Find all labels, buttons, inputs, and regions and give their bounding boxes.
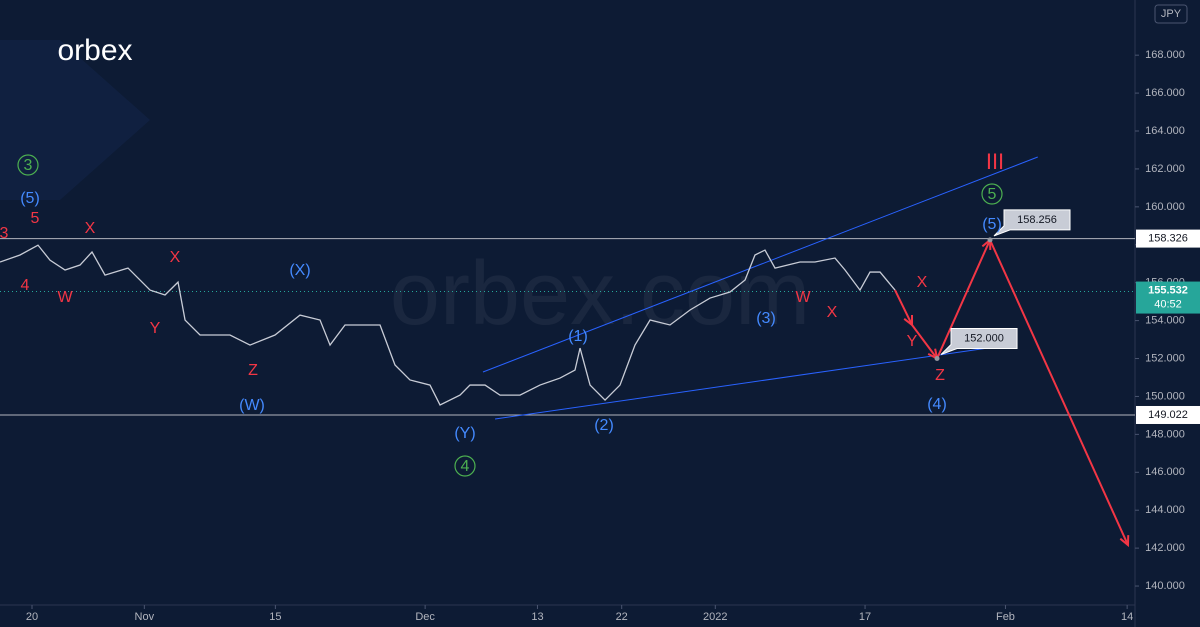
price-line: [0, 244, 896, 406]
wave-circle: [454, 455, 476, 477]
wave-label: 3: [24, 157, 33, 174]
y-tick-label: 140.000: [1145, 580, 1185, 592]
x-tick-label: 14: [1121, 611, 1133, 623]
wave-label: (W): [239, 397, 265, 414]
wave-circle: [17, 154, 39, 176]
target-callout: [940, 328, 1018, 355]
wave-circle: [981, 183, 1003, 205]
y-tick-label: 166.000: [1145, 87, 1185, 99]
y-tick-label: 142.000: [1145, 542, 1185, 554]
wave-label: (X): [289, 262, 310, 279]
y-tick-label: 154.000: [1145, 315, 1185, 327]
wave-label: X: [827, 304, 838, 321]
y-tick-label: 160.000: [1145, 201, 1185, 213]
y-tick-label: 162.000: [1145, 163, 1185, 175]
current-badge: [1136, 281, 1200, 314]
level-badge: [1136, 229, 1200, 248]
x-tick-label: Feb: [996, 611, 1015, 623]
x-tick-label: Dec: [415, 611, 435, 623]
y-tick-label: 164.000: [1145, 125, 1185, 137]
target-label: 158.256: [1017, 214, 1057, 226]
logo-shape: [0, 40, 150, 200]
wave-label: (5): [20, 190, 40, 207]
wave-label: X: [170, 249, 181, 266]
trendline: [482, 156, 1038, 373]
y-tick-label: 152.000: [1145, 352, 1185, 364]
y-tick-label: 150.000: [1145, 390, 1185, 402]
wave-label: X: [917, 274, 928, 291]
currency-badge: [1154, 4, 1188, 24]
wave-label: 5: [988, 186, 997, 203]
wave-label: (2): [594, 417, 614, 434]
wave-label: Y: [907, 333, 918, 350]
x-tick-label: 2022: [703, 611, 727, 623]
wave-label: (4): [927, 396, 947, 413]
wave-label: W: [57, 289, 73, 306]
wave-label: (3): [756, 310, 776, 327]
forecast-arrowhead: [903, 314, 914, 328]
x-tick-label: 15: [269, 611, 281, 623]
wave-label: (Y): [454, 425, 475, 442]
countdown: 40:52: [1154, 298, 1182, 310]
x-tick-label: 17: [859, 611, 871, 623]
currency: JPY: [1161, 8, 1182, 20]
wave-label: Z: [935, 367, 945, 384]
current-label: 155.532: [1148, 284, 1188, 296]
level-label: 158.326: [1148, 232, 1188, 244]
x-tick-label: 22: [616, 611, 628, 623]
wave-label: 3: [0, 225, 9, 242]
wave-label: 5: [31, 210, 40, 227]
target-point: [934, 356, 940, 362]
wave-label: Z: [248, 362, 258, 379]
watermark: orbex.com: [390, 244, 810, 344]
wave-label: III: [986, 149, 1004, 174]
y-tick-label: 148.000: [1145, 428, 1185, 440]
y-tick-label: 144.000: [1145, 504, 1185, 516]
wave-label: (1): [568, 328, 588, 345]
wave-label: (5): [982, 216, 1002, 233]
y-tick-label: 146.000: [1145, 466, 1185, 478]
target-callout: [993, 209, 1071, 237]
x-tick-label: 20: [26, 611, 38, 623]
target-point: [987, 237, 993, 243]
wave-label: 4: [461, 458, 470, 475]
x-tick-label: Nov: [135, 611, 155, 623]
wave-label: Y: [150, 320, 161, 337]
logo: orbex: [57, 34, 132, 67]
level-label: 149.022: [1148, 409, 1188, 421]
wave-label: W: [795, 289, 811, 306]
wave-label: 4: [21, 277, 30, 294]
forecast-arrowhead: [1119, 535, 1130, 548]
trendline: [494, 343, 1016, 420]
y-tick-label: 168.000: [1145, 49, 1185, 61]
level-badge: [1136, 405, 1200, 424]
x-tick-label: 13: [531, 611, 543, 623]
target-label: 152.000: [964, 332, 1004, 344]
wave-label: X: [85, 220, 96, 237]
